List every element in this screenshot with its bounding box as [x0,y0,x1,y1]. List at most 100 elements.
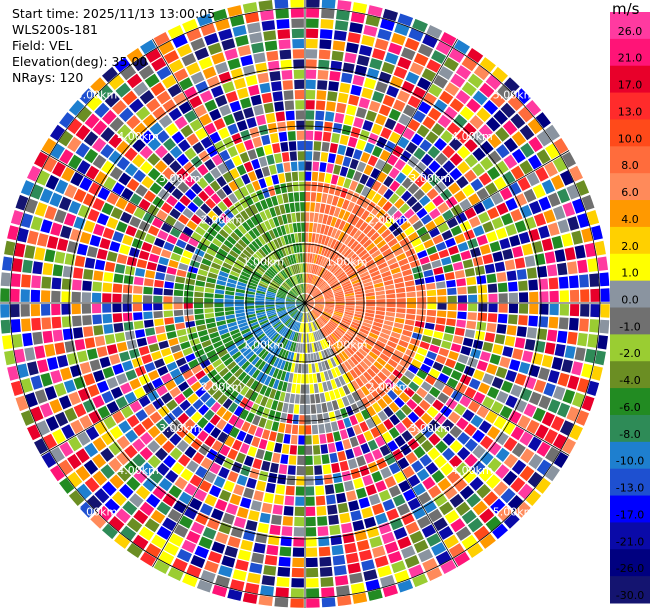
velocity-gate [237,88,249,99]
velocity-gate [417,297,426,303]
velocity-gate [427,297,436,303]
velocity-gate [319,434,326,444]
velocity-gate [64,213,76,226]
velocity-gate [255,303,264,305]
velocity-gate [284,90,294,100]
velocity-gate [141,354,152,364]
velocity-gate [478,285,488,294]
velocity-gate [249,32,262,43]
velocity-gate [485,332,495,342]
velocity-gate [90,235,101,247]
velocity-gate [331,133,340,143]
velocity-gate [375,513,388,525]
velocity-gate [490,354,501,365]
velocity-gate [565,346,576,359]
velocity-gate [356,139,366,150]
velocity-gate [306,0,320,8]
velocity-gate [595,350,606,365]
velocity-gate [87,348,98,360]
velocity-gate [277,474,286,484]
velocity-gate [175,276,185,283]
velocity-gate [187,327,197,334]
velocity-gate [580,304,589,317]
velocity-gate [455,270,465,279]
ring-label: 3.00km [409,422,451,435]
velocity-gate [167,267,177,275]
velocity-gate [129,216,141,228]
velocity-gate [465,329,475,338]
velocity-gate [123,294,132,302]
velocity-gate [322,597,336,607]
velocity-gate [224,546,238,558]
velocity-gate [486,231,497,242]
velocity-gate [219,490,231,502]
velocity-gate [256,449,265,460]
velocity-gate [448,351,459,361]
velocity-gate [289,455,297,465]
velocity-gate [306,507,316,516]
velocity-gate [185,315,195,321]
velocity-gate [306,497,315,506]
ring-label: 1.00km [326,255,368,268]
velocity-gate [174,290,183,296]
velocity-gate [123,313,133,322]
velocity-gate [298,435,304,444]
velocity-gate [168,260,178,268]
velocity-gate [319,162,326,172]
velocity-gate [339,83,350,94]
velocity-gate [144,278,154,286]
velocity-gate [285,496,295,506]
velocity-gate [21,274,31,287]
velocity-gate [295,497,304,506]
colorbar-tick-label: 10.0 [618,132,643,145]
velocity-gate [480,244,491,255]
velocity-gate [330,453,339,463]
velocity-gate [93,370,105,382]
velocity-gate [570,290,579,302]
ring-label: 5.00km [76,88,118,101]
velocity-gate [353,149,363,160]
velocity-gate [259,157,268,168]
velocity-gate [103,324,113,334]
velocity-gate [95,260,106,271]
velocity-gate [317,90,327,100]
velocity-gate [336,10,350,21]
velocity-gate [299,425,305,434]
velocity-gate [306,476,314,485]
velocity-gate [286,486,295,496]
velocity-gate [185,285,195,291]
velocity-gate [492,251,503,262]
velocity-gate [293,548,304,557]
velocity-gate [112,364,123,375]
velocity-gate [389,485,401,497]
velocity-gate [53,330,63,342]
velocity-gate [509,235,520,247]
velocity-gate [324,122,333,132]
velocity-gate [369,58,382,70]
velocity-gate [235,35,249,47]
velocity-gate [359,550,372,561]
velocity-gate [271,515,282,525]
colorbar-tick-label: -26.0 [616,562,644,575]
velocity-gate [353,478,364,489]
velocity-gate [329,412,336,422]
velocity-gate [549,278,559,290]
velocity-gate [306,141,313,150]
velocity-gate [538,367,550,380]
velocity-gate [502,346,513,357]
velocity-gate [151,246,162,256]
velocity-gate [550,291,559,302]
velocity-gate [235,306,244,310]
velocity-gate [235,300,244,303]
velocity-gate [453,335,463,344]
velocity-gate [406,286,416,292]
velocity-gate [233,110,244,121]
velocity-gate [305,405,310,414]
velocity-gate [456,278,466,286]
velocity-gate [291,19,304,28]
colorbar-tick-label: -17.0 [616,508,644,521]
velocity-gate [185,278,195,285]
velocity-gate [31,304,40,316]
velocity-gate [300,202,305,211]
velocity-gate [534,380,546,393]
